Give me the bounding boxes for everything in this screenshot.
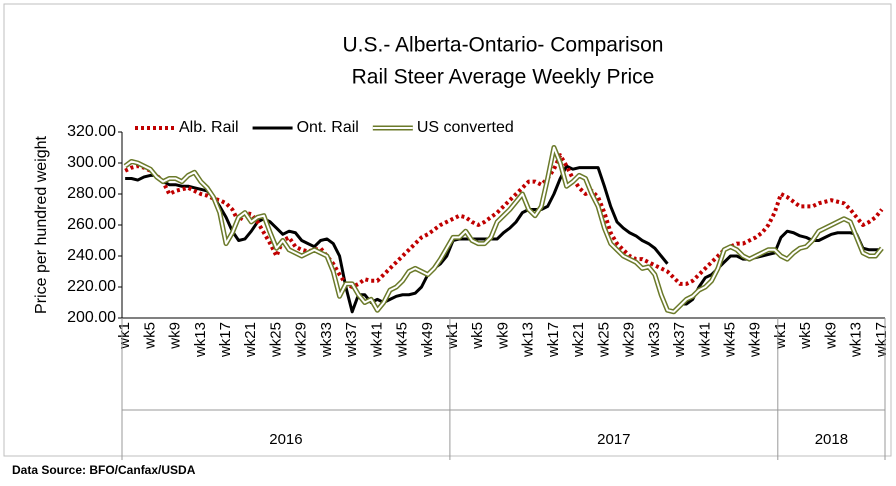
x-tick-label: wk13 — [192, 322, 209, 358]
chart-title: U.S.- Alberta-Ontario- Comparison — [343, 34, 664, 57]
x-tick-label: wk9 — [494, 322, 511, 350]
x-tick-label: wk1 — [116, 322, 133, 350]
group-label: 2018 — [815, 431, 848, 448]
y-axis-label: Price per hundred weight — [33, 136, 50, 314]
y-tick-label: 300.00 — [67, 154, 116, 171]
x-tick-label: wk13 — [848, 322, 865, 358]
x-tick-label: wk49 — [419, 322, 436, 358]
x-tick-label: wk33 — [318, 322, 335, 358]
x-tick-label: wk9 — [822, 322, 839, 350]
x-tick-label: wk29 — [621, 322, 638, 358]
series-line-inner — [124, 146, 883, 313]
x-tick-label: wk25 — [267, 322, 284, 358]
chart-subtitle: Rail Steer Average Weekly Price — [352, 66, 655, 89]
x-tick-label: wk5 — [141, 322, 158, 350]
group-label: 2016 — [269, 431, 302, 448]
y-tick-label: 260.00 — [67, 216, 116, 233]
y-tick-label: 200.00 — [67, 309, 116, 326]
y-tick-label: 280.00 — [67, 185, 116, 202]
x-tick-label: wk25 — [595, 322, 612, 358]
x-tick-label: wk9 — [167, 322, 184, 350]
legend-label: Alb. Rail — [179, 119, 239, 136]
x-tick-label: wk5 — [469, 322, 486, 350]
x-tick-label: wk33 — [646, 322, 663, 358]
x-tick-label: wk1 — [772, 322, 789, 350]
source-note: Data Source: BFO/Canfax/USDA — [12, 463, 196, 477]
chart-border — [3, 3, 892, 457]
y-tick-label: 240.00 — [67, 247, 116, 264]
x-tick-label: wk37 — [343, 322, 360, 358]
series-line — [125, 164, 882, 314]
x-tick-label: wk41 — [368, 322, 385, 358]
legend-label: Ont. Rail — [297, 119, 359, 136]
x-tick-label: wk17 — [217, 322, 234, 358]
y-tick-label: 220.00 — [67, 278, 116, 295]
x-tick-label: wk13 — [520, 322, 537, 358]
x-tick-label: wk21 — [570, 322, 587, 358]
x-tick-label: wk45 — [394, 322, 411, 358]
x-tick-label: wk49 — [747, 322, 764, 358]
x-tick-label: wk17 — [873, 322, 890, 358]
series-line — [123, 145, 884, 315]
x-tick-label: wk5 — [797, 322, 814, 350]
y-tick-label: 320.00 — [67, 123, 116, 140]
x-tick-label: wk41 — [696, 322, 713, 358]
x-tick-label: wk21 — [242, 322, 259, 358]
x-tick-label: wk45 — [721, 322, 738, 358]
x-tick-label: wk1 — [444, 322, 461, 350]
legend-label: US converted — [417, 119, 514, 136]
x-tick-label: wk37 — [671, 322, 688, 358]
x-tick-label: wk17 — [545, 322, 562, 358]
series-line — [124, 153, 884, 289]
group-label: 2017 — [597, 431, 630, 448]
x-tick-label: wk29 — [293, 322, 310, 358]
